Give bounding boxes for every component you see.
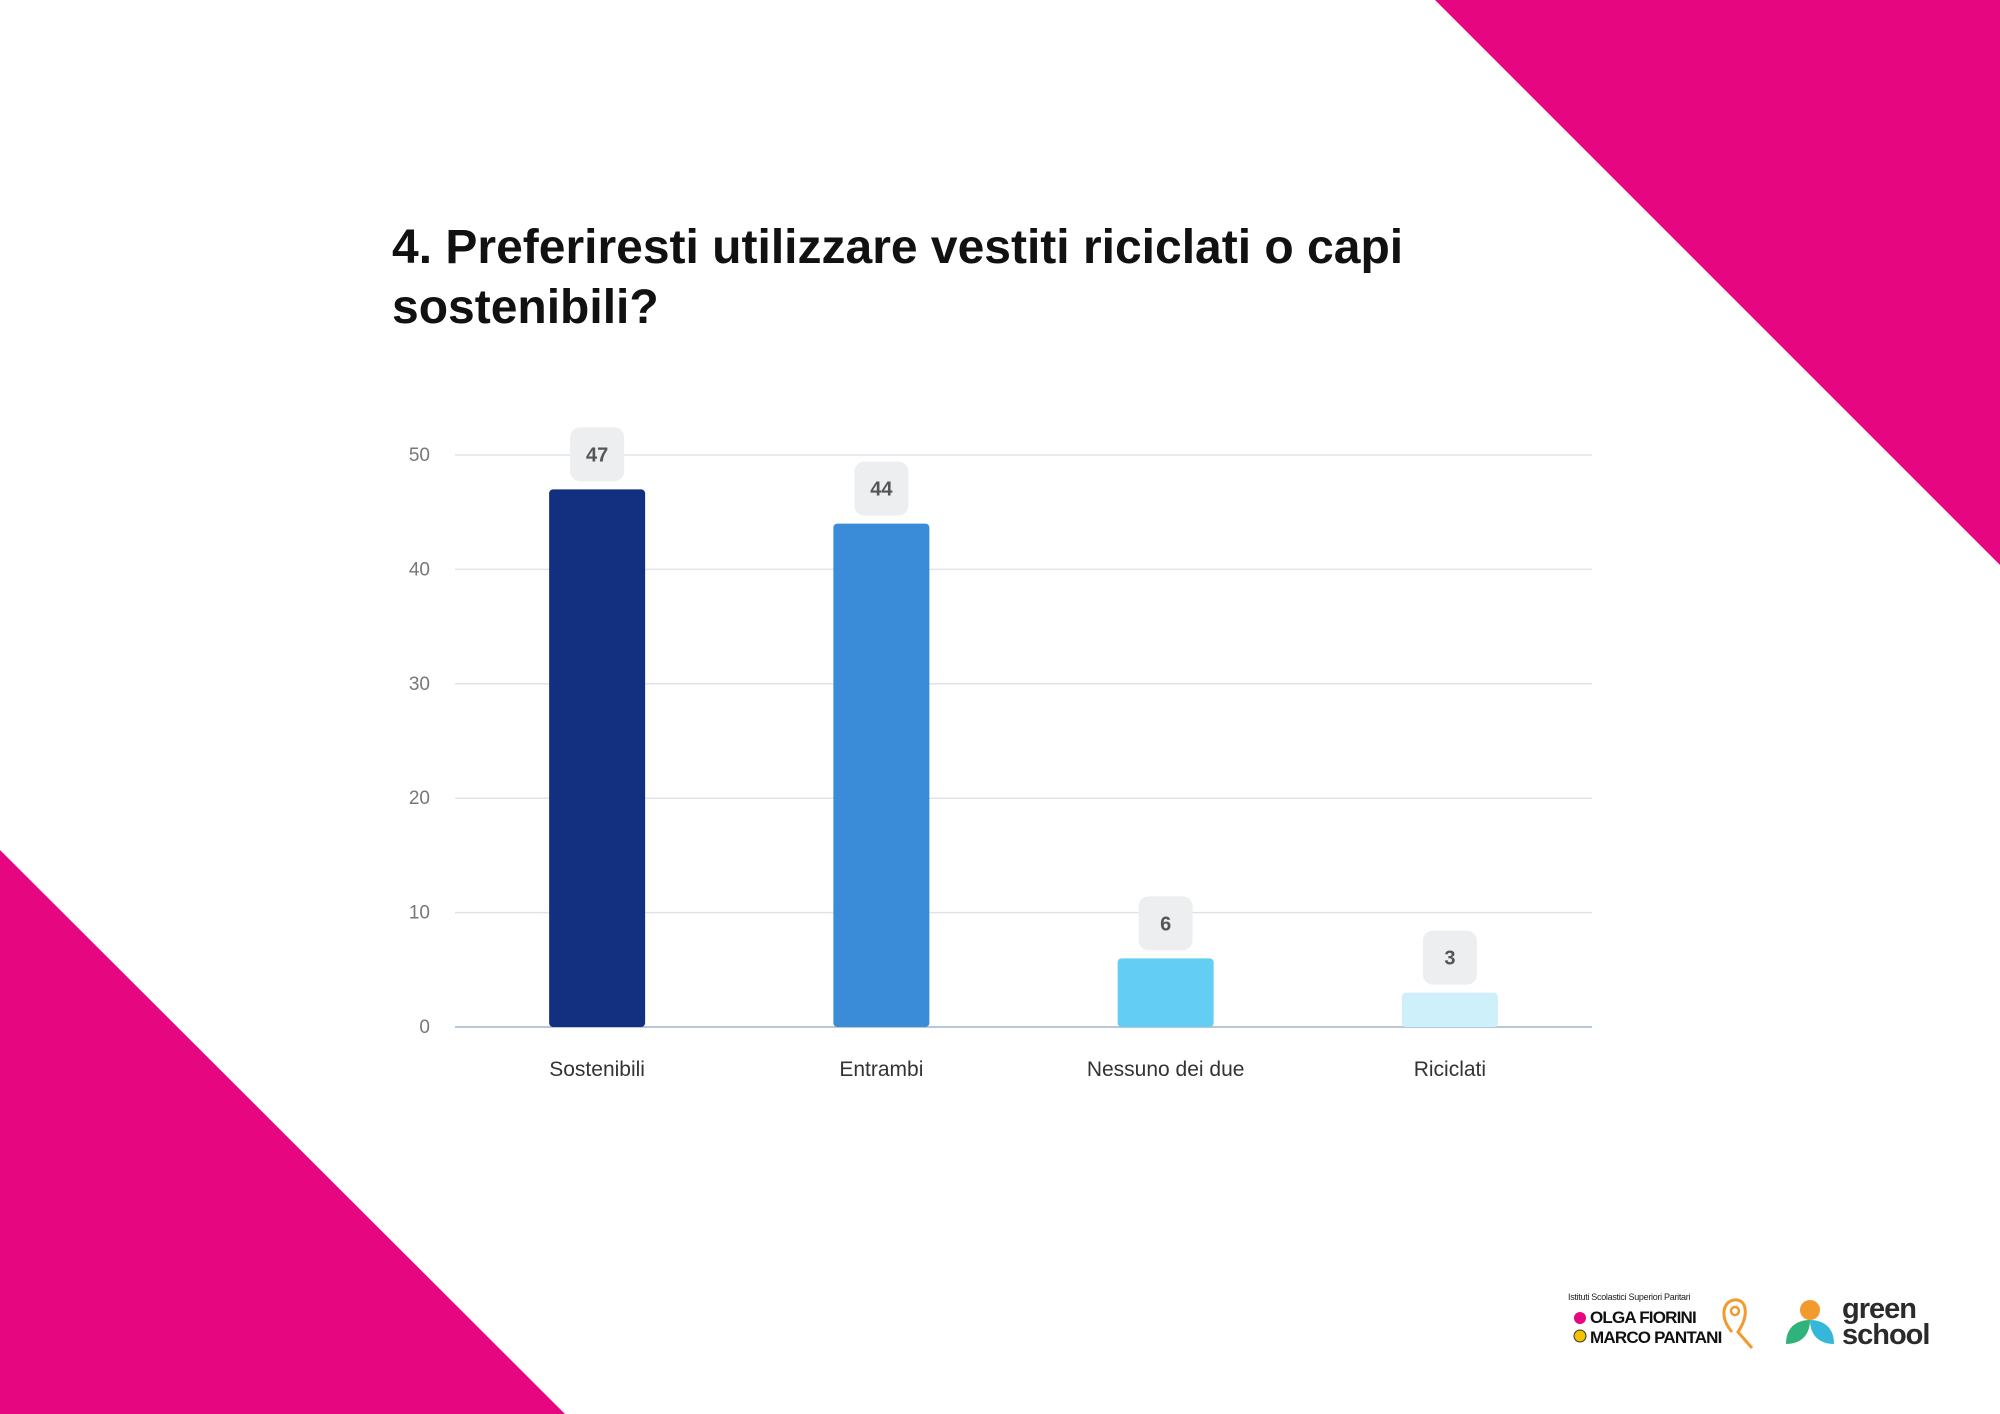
- green-school-leaf-icon: [1786, 1300, 1834, 1344]
- school-name-line-1: OLGA FIORINI: [1590, 1308, 1697, 1327]
- corner-triangle-bottom-left: [0, 850, 565, 1414]
- school-subtitle: Istituti Scolastici Superiori Paritari: [1568, 1292, 1691, 1302]
- footer-logos: Istituti Scolastici Superiori Paritari O…: [1568, 1292, 1958, 1352]
- data-label-badge: [570, 427, 625, 482]
- data-label: 44: [870, 479, 893, 501]
- school-name-line-2: MARCO PANTANI: [1590, 1328, 1722, 1347]
- y-tick-label: 20: [409, 788, 430, 809]
- green-school-word-2: school: [1842, 1319, 1930, 1351]
- x-tick-label: Nessuno dei due: [1087, 1058, 1245, 1081]
- school-emblem-icon: [1573, 1312, 1587, 1343]
- y-tick-label: 40: [409, 559, 430, 580]
- data-label-badge: [1422, 930, 1477, 985]
- y-tick-label: 50: [409, 445, 430, 466]
- bar: [549, 489, 646, 1027]
- bar: [1117, 958, 1214, 1027]
- x-tick-label: Entrambi: [839, 1058, 923, 1081]
- y-tick-label: 0: [419, 1017, 430, 1038]
- bar: [1401, 992, 1498, 1027]
- data-label: 3: [1444, 948, 1455, 970]
- data-label: 47: [586, 444, 608, 466]
- page-title: 4. Preferiresti utilizzare vestiti ricic…: [392, 221, 1404, 334]
- x-tick-label: Sostenibili: [549, 1058, 645, 1081]
- data-label: 6: [1160, 913, 1171, 935]
- data-label-badge: [854, 461, 909, 516]
- x-tick-label: Riciclati: [1414, 1058, 1486, 1081]
- corner-triangle-top-right: [1435, 0, 2000, 565]
- y-tick-label: 10: [409, 903, 430, 924]
- location-ribbon-icon: [1722, 1298, 1754, 1349]
- y-tick-label: 30: [409, 674, 430, 695]
- green-school-word-1: green: [1842, 1293, 1917, 1325]
- bar: [833, 523, 930, 1027]
- data-label-badge: [1138, 896, 1193, 951]
